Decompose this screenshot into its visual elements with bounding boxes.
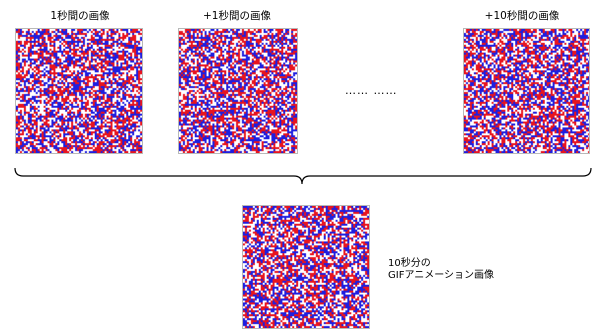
grouping-brace xyxy=(14,167,592,185)
gif-caption-line-2: GIFアニメーション画像 xyxy=(388,270,495,281)
frame-1-image xyxy=(15,28,143,154)
frame-2-image xyxy=(178,28,298,154)
ellipsis: …… …… xyxy=(345,84,398,97)
frame-10-image xyxy=(463,28,590,154)
frame-1-label: 1秒間の画像 xyxy=(50,10,110,22)
frame-2-label: +1秒間の画像 xyxy=(203,10,271,22)
frame-10-label: +10秒間の画像 xyxy=(484,10,560,22)
gif-caption-line-1: 10秒分の xyxy=(388,258,431,269)
gif-animation-image xyxy=(242,205,370,329)
